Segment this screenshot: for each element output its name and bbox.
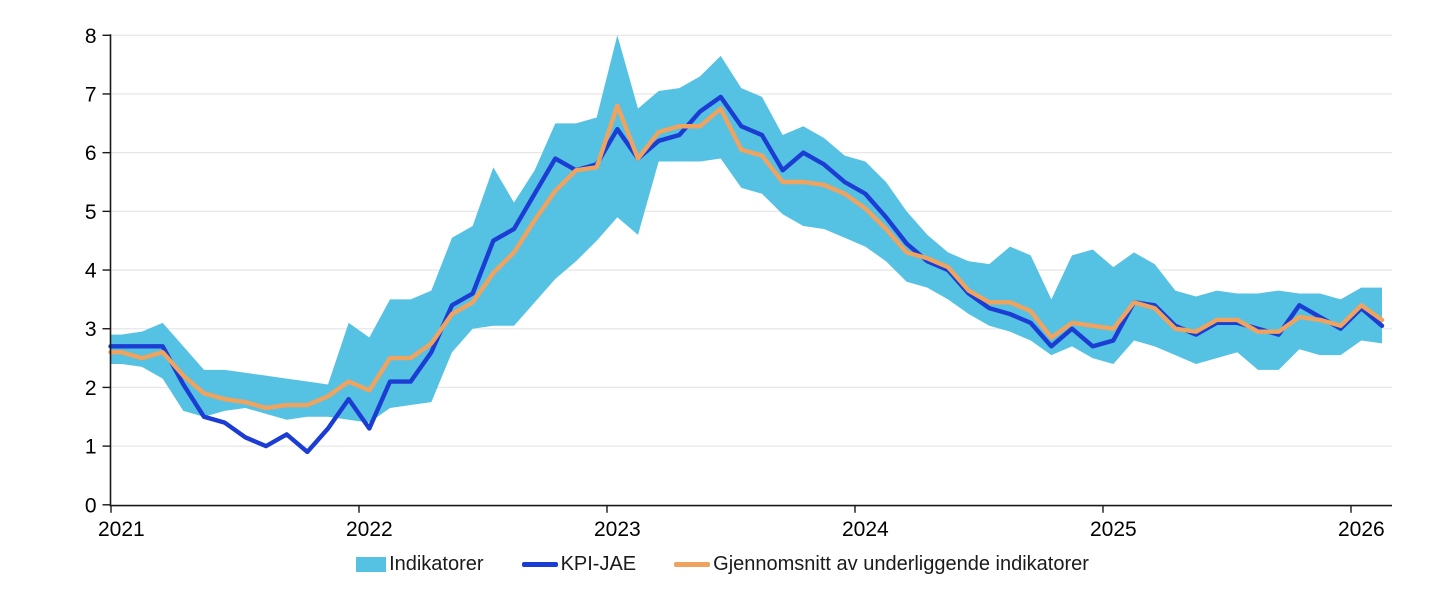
x-tick-label: 2024 [842,518,889,541]
legend-label-gjennomsnitt: Gjennomsnitt av underliggende indikatore… [713,553,1089,575]
legend-item-indikatorer: Indikatorer [356,553,484,576]
y-tick-label: 5 [85,201,97,224]
band-swatch-icon [356,557,387,572]
x-tick-label: 2022 [346,518,393,541]
y-tick-label: 4 [85,260,97,283]
x-tick-label: 2021 [98,518,145,541]
x-tick-label: 2023 [594,518,641,541]
legend-item-gjennomsnitt: Gjennomsnitt av underliggende indikatore… [674,553,1089,576]
y-tick-label: 2 [85,377,97,400]
x-tick-label: 2025 [1090,518,1137,541]
y-tick-label: 7 [85,83,97,106]
x-tick-label: 2026 [1338,518,1385,541]
y-tick-label: 3 [85,318,97,341]
y-tick-label: 6 [85,142,97,165]
y-tick-label: 0 [85,494,97,517]
legend-label-indikatorer: Indikatorer [389,553,484,575]
legend: Indikatorer KPI-JAE Gjennomsnitt av unde… [0,553,1445,576]
y-tick-label: 8 [85,25,97,48]
mean-indicator-line [108,103,1385,411]
y-tick-label: 1 [85,436,97,459]
kpi-jae-line-swatch-icon [521,562,558,567]
legend-label-kpi-jae: KPI-JAE [560,553,637,575]
legend-item-kpi-jae: KPI-JAE [521,553,637,576]
mean-line-swatch-icon [674,562,711,567]
